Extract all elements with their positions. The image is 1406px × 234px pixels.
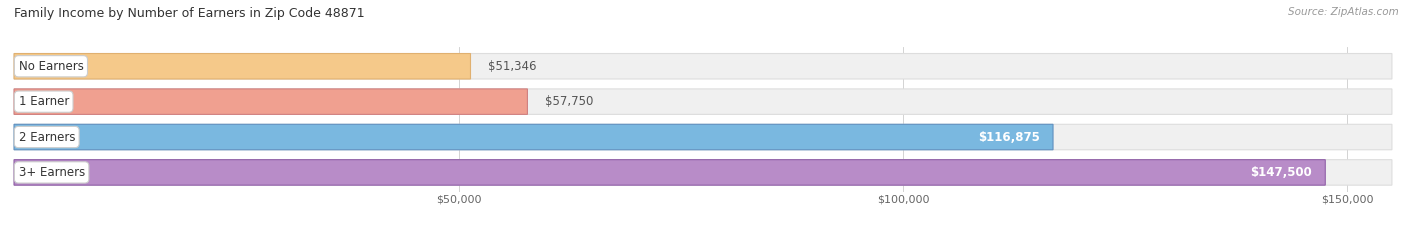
Text: No Earners: No Earners	[18, 60, 83, 73]
FancyBboxPatch shape	[14, 160, 1326, 185]
Text: 2 Earners: 2 Earners	[18, 131, 75, 143]
Text: $116,875: $116,875	[977, 131, 1039, 143]
Text: Family Income by Number of Earners in Zip Code 48871: Family Income by Number of Earners in Zi…	[14, 7, 364, 20]
Text: Source: ZipAtlas.com: Source: ZipAtlas.com	[1288, 7, 1399, 17]
Text: 3+ Earners: 3+ Earners	[18, 166, 84, 179]
FancyBboxPatch shape	[14, 89, 527, 114]
FancyBboxPatch shape	[14, 89, 1392, 114]
Text: $57,750: $57,750	[546, 95, 593, 108]
Text: 1 Earner: 1 Earner	[18, 95, 69, 108]
FancyBboxPatch shape	[14, 54, 471, 79]
Text: $147,500: $147,500	[1250, 166, 1312, 179]
FancyBboxPatch shape	[14, 160, 1392, 185]
Text: $51,346: $51,346	[488, 60, 537, 73]
FancyBboxPatch shape	[14, 124, 1053, 150]
FancyBboxPatch shape	[14, 54, 1392, 79]
FancyBboxPatch shape	[14, 124, 1392, 150]
